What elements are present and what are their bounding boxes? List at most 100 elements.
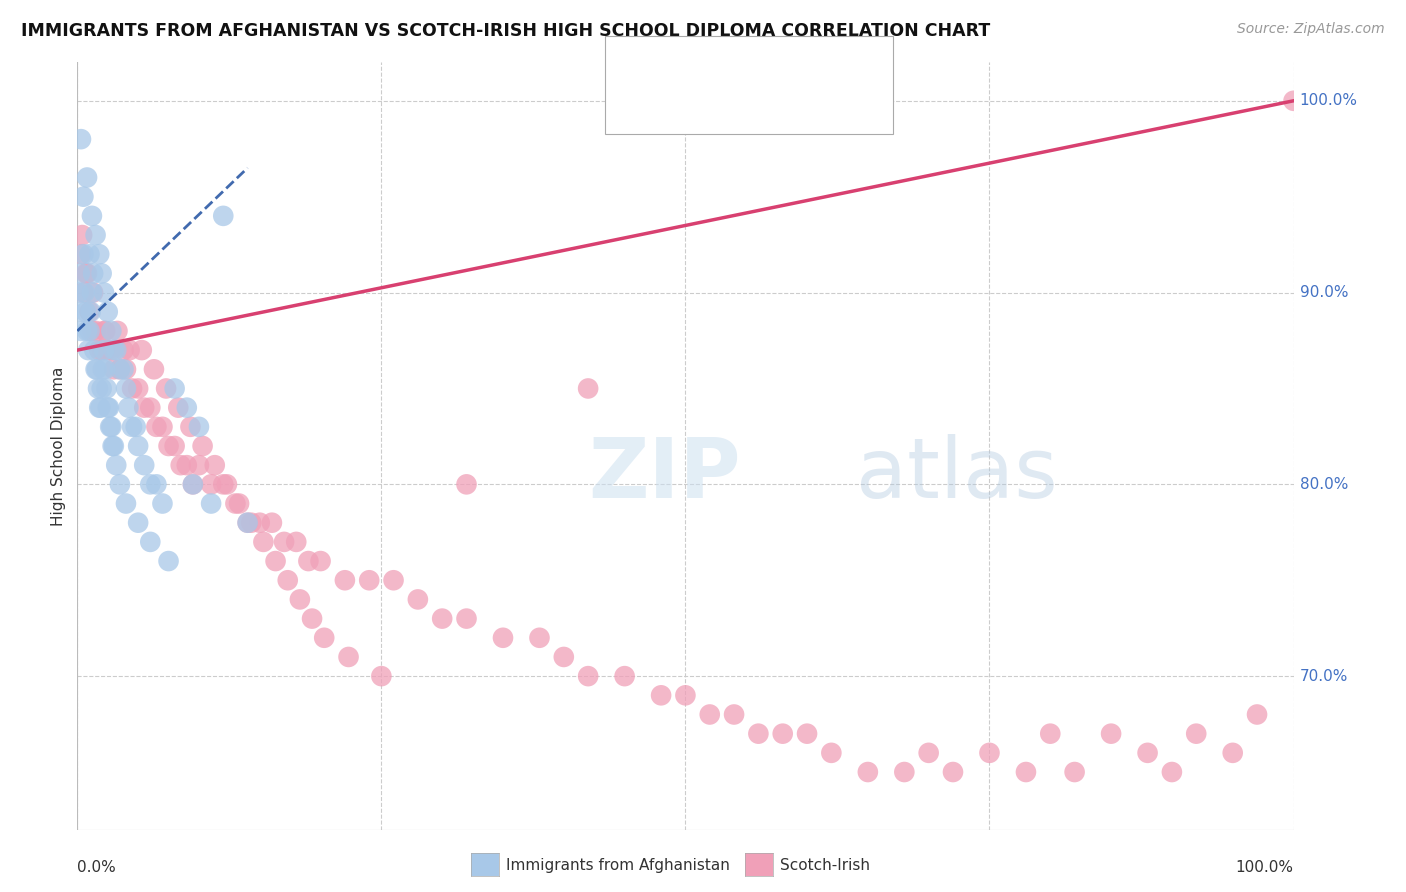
Point	[94, 324, 117, 338]
Point	[979, 746, 1001, 760]
Point	[90, 266, 112, 280]
Point	[277, 573, 299, 587]
Point	[91, 362, 114, 376]
Point	[675, 688, 697, 702]
Point	[139, 477, 162, 491]
Point	[139, 534, 162, 549]
Text: atlas: atlas	[856, 434, 1057, 516]
Point	[191, 439, 214, 453]
Point	[155, 381, 177, 395]
Point	[89, 343, 111, 357]
Point	[79, 304, 101, 318]
Point	[820, 746, 842, 760]
Point	[212, 209, 235, 223]
Point	[105, 343, 128, 357]
Text: 100.0%: 100.0%	[1236, 860, 1294, 875]
Point	[127, 516, 149, 530]
Point	[285, 534, 308, 549]
Point	[747, 726, 769, 740]
Point	[553, 649, 575, 664]
Point	[179, 419, 201, 434]
Point	[382, 573, 405, 587]
Point	[240, 516, 263, 530]
Text: 80.0%: 80.0%	[1299, 477, 1348, 491]
Point	[83, 343, 105, 357]
Point	[893, 764, 915, 779]
Point	[297, 554, 319, 568]
Point	[107, 324, 129, 338]
Point	[97, 401, 120, 415]
Point	[1099, 726, 1122, 740]
Point	[77, 343, 100, 357]
Point	[89, 401, 111, 415]
Point	[100, 343, 122, 357]
Point	[70, 324, 93, 338]
Point	[115, 381, 138, 395]
Text: IMMIGRANTS FROM AFGHANISTAN VS SCOTCH-IRISH HIGH SCHOOL DIPLOMA CORRELATION CHAR: IMMIGRANTS FROM AFGHANISTAN VS SCOTCH-IR…	[21, 22, 990, 40]
Text: Scotch-Irish: Scotch-Irish	[780, 858, 870, 872]
Point	[70, 132, 93, 146]
Point	[80, 324, 103, 338]
Point	[72, 189, 94, 203]
Point	[103, 362, 125, 376]
Point	[108, 362, 131, 376]
Point	[337, 649, 360, 664]
Text: 90.0%: 90.0%	[1299, 285, 1348, 300]
Point	[288, 592, 311, 607]
Point	[76, 170, 98, 185]
Point	[1222, 746, 1244, 760]
Point	[152, 419, 174, 434]
Point	[301, 611, 323, 625]
Point	[236, 516, 259, 530]
Point	[492, 631, 515, 645]
Point	[108, 362, 131, 376]
Point	[529, 631, 551, 645]
Point	[134, 401, 156, 415]
Point	[121, 419, 143, 434]
Point	[117, 401, 139, 415]
Point	[145, 477, 167, 491]
Point	[93, 324, 115, 338]
Y-axis label: High School Diploma: High School Diploma	[51, 367, 66, 525]
Text: R = 0.166   N = 67: R = 0.166 N = 67	[659, 59, 844, 77]
Point	[125, 419, 148, 434]
Point	[84, 227, 107, 242]
Point	[576, 669, 599, 683]
Point	[215, 477, 238, 491]
Point	[273, 534, 295, 549]
Point	[796, 726, 818, 740]
Point	[72, 247, 94, 261]
Point	[176, 458, 198, 472]
Point	[942, 764, 965, 779]
Point	[100, 419, 122, 434]
Point	[90, 343, 112, 357]
Point	[89, 247, 111, 261]
Point	[100, 324, 122, 338]
Text: ZIP: ZIP	[588, 434, 741, 516]
Point	[70, 227, 93, 242]
Point	[84, 362, 107, 376]
Point	[103, 439, 125, 453]
Point	[576, 381, 599, 395]
Point	[97, 343, 120, 357]
Point	[856, 764, 879, 779]
Point	[118, 343, 141, 357]
Point	[163, 381, 186, 395]
Point	[1246, 707, 1268, 722]
Point	[69, 266, 91, 280]
Point	[115, 496, 138, 510]
Text: Source: ZipAtlas.com: Source: ZipAtlas.com	[1237, 22, 1385, 37]
Point	[456, 611, 478, 625]
Point	[115, 362, 138, 376]
Point	[157, 554, 180, 568]
Point	[75, 266, 97, 280]
Point	[70, 304, 93, 318]
Point	[1282, 94, 1305, 108]
Point	[1185, 726, 1208, 740]
Point	[170, 458, 193, 472]
Point	[101, 439, 124, 453]
Point	[163, 439, 186, 453]
Point	[699, 707, 721, 722]
Point	[1015, 764, 1038, 779]
Point	[108, 477, 131, 491]
